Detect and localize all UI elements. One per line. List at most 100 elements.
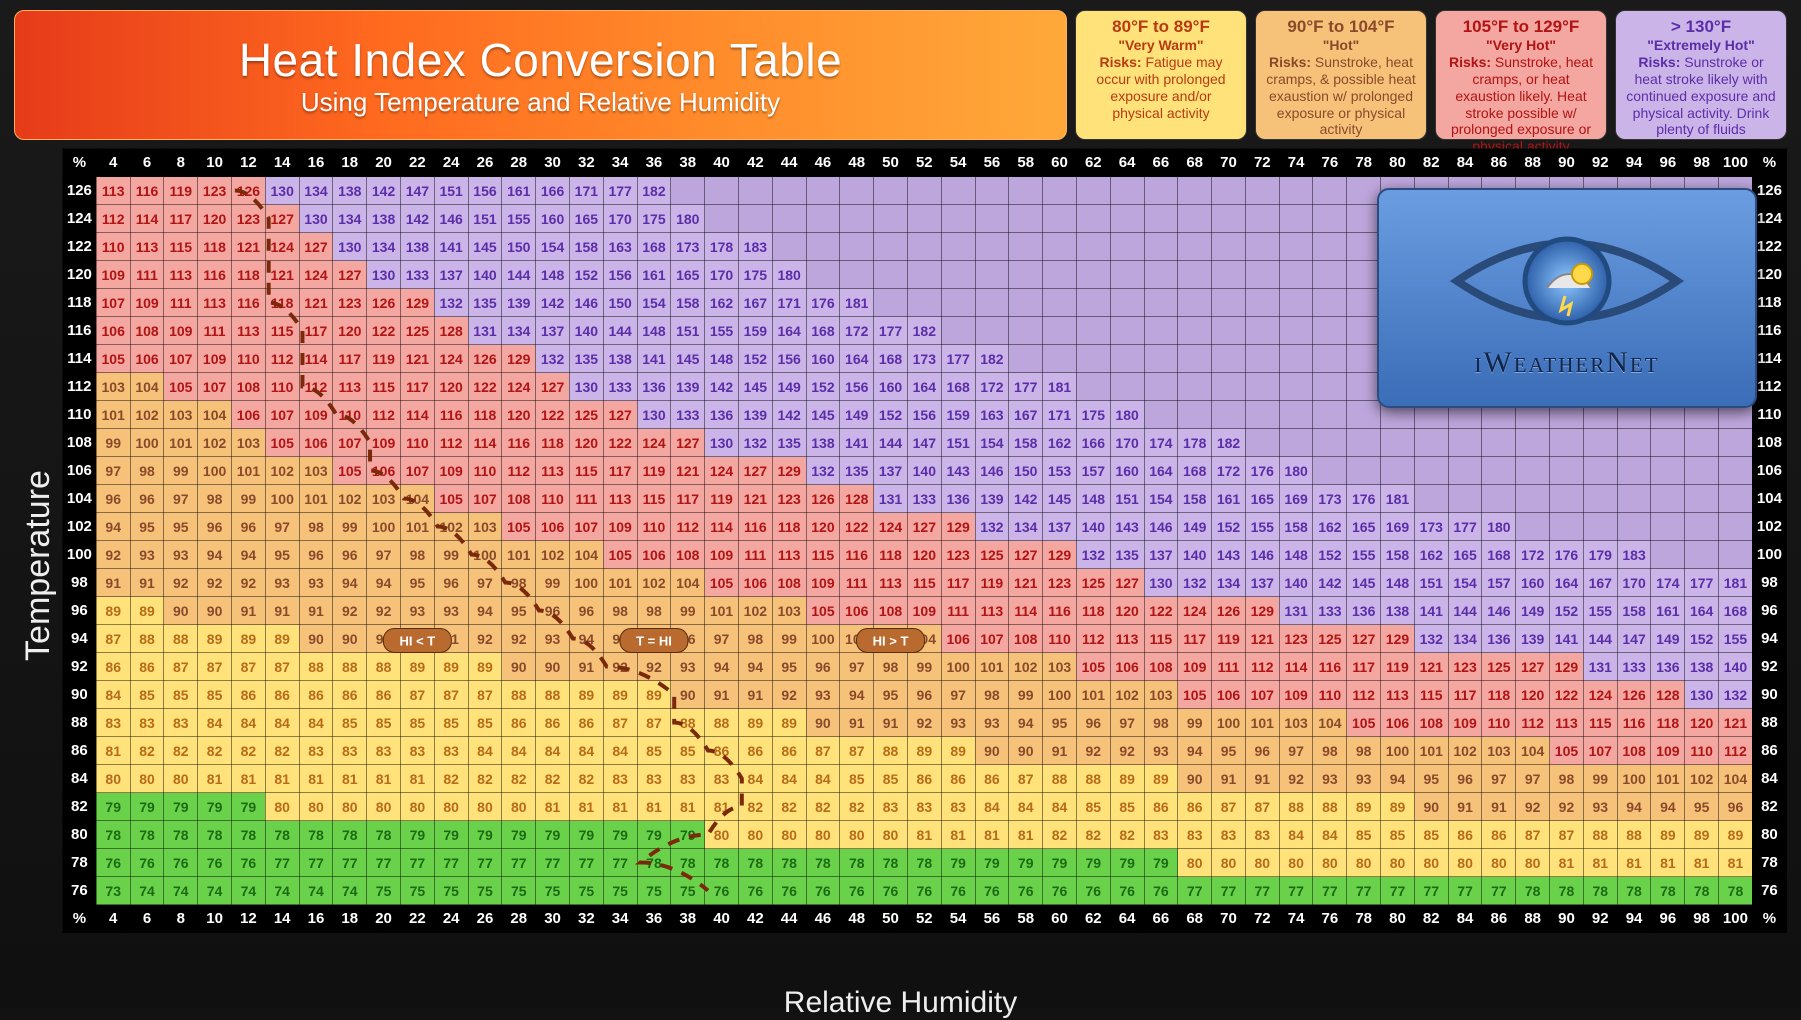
hi-cell: 89 [1110, 765, 1144, 793]
hi-cell: 100 [1617, 765, 1651, 793]
hi-cell [1583, 513, 1617, 541]
hi-cell: 129 [1550, 653, 1584, 681]
hi-cell: 121 [738, 485, 772, 513]
hi-cell [1245, 429, 1279, 457]
hi-cell: 90 [299, 625, 333, 653]
hi-cell [738, 177, 772, 205]
header-row: Heat Index Conversion Table Using Temper… [14, 10, 1787, 140]
hi-cell [1651, 345, 1685, 373]
axis-cell: 126 [63, 177, 97, 205]
hi-cell [941, 177, 975, 205]
axis-cell: 8 [164, 149, 198, 177]
hi-cell [1651, 261, 1685, 289]
hi-cell: 98 [637, 597, 671, 625]
hi-cell [1212, 345, 1246, 373]
hi-cell: 139 [975, 485, 1009, 513]
hi-cell [1719, 485, 1753, 513]
hi-cell: 98 [299, 513, 333, 541]
hi-cell: 76 [840, 877, 874, 905]
hi-cell: 152 [1685, 625, 1719, 653]
hi-cell: 115 [569, 457, 603, 485]
hi-cell [1381, 261, 1415, 289]
hi-cell: 114 [1009, 597, 1043, 625]
hi-cell [840, 205, 874, 233]
hi-cell [1685, 513, 1719, 541]
hi-cell: 80 [1414, 849, 1448, 877]
hi-cell [1414, 401, 1448, 429]
hi-cell: 160 [1110, 457, 1144, 485]
hi-cell: 99 [164, 457, 198, 485]
hi-cell: 176 [806, 289, 840, 317]
hi-cell [1381, 345, 1415, 373]
hi-cell: 81 [1617, 849, 1651, 877]
axis-cell: 98 [1685, 905, 1719, 933]
hi-cell: 89 [400, 653, 434, 681]
hi-cell [1076, 345, 1110, 373]
hi-cell: 107 [975, 625, 1009, 653]
hi-cell: 132 [536, 345, 570, 373]
hi-cell [1245, 317, 1279, 345]
hi-cell [1381, 401, 1415, 429]
hi-cell: 175 [1076, 401, 1110, 429]
hi-cell [1076, 233, 1110, 261]
hi-cell: 107 [198, 373, 232, 401]
hi-cell: 137 [1245, 569, 1279, 597]
hi-cell: 158 [1178, 485, 1212, 513]
hi-cell: 99 [1009, 681, 1043, 709]
axis-cell: 34 [603, 149, 637, 177]
hi-cell: 133 [907, 485, 941, 513]
hi-cell [1685, 289, 1719, 317]
hi-cell: 76 [975, 877, 1009, 905]
axis-cell: 12 [231, 905, 265, 933]
hi-cell: 128 [840, 485, 874, 513]
hi-cell: 75 [671, 877, 705, 905]
hi-cell: 89 [468, 653, 502, 681]
hi-cell: 154 [975, 429, 1009, 457]
hi-cell: 75 [400, 877, 434, 905]
hi-cell: 149 [772, 373, 806, 401]
hi-cell: 155 [1583, 597, 1617, 625]
hi-cell: 112 [434, 429, 468, 457]
hi-cell [1110, 345, 1144, 373]
hi-cell [1313, 289, 1347, 317]
hi-cell: 129 [772, 457, 806, 485]
hi-cell: 85 [434, 709, 468, 737]
hi-cell: 133 [603, 373, 637, 401]
axis-cell: 80 [1381, 905, 1415, 933]
axis-cell: 24 [434, 149, 468, 177]
axis-cell: 114 [1752, 345, 1786, 373]
hi-cell: 161 [1212, 485, 1246, 513]
axis-cell: 108 [63, 429, 97, 457]
hi-cell: 74 [164, 877, 198, 905]
hi-cell: 79 [231, 793, 265, 821]
hi-cell [1550, 373, 1584, 401]
hi-cell: 77 [1347, 877, 1381, 905]
axis-cell: 58 [1009, 149, 1043, 177]
hi-cell: 105 [1178, 681, 1212, 709]
hi-cell: 112 [1076, 625, 1110, 653]
hi-cell: 85 [400, 709, 434, 737]
hi-cell [1617, 317, 1651, 345]
hi-cell [1144, 233, 1178, 261]
hi-cell [874, 233, 908, 261]
hi-cell: 125 [569, 401, 603, 429]
axis-cell: 110 [63, 401, 97, 429]
hi-cell [1076, 205, 1110, 233]
hi-cell: 110 [637, 513, 671, 541]
hi-cell: 95 [265, 541, 299, 569]
hi-cell [1516, 485, 1550, 513]
hi-cell: 141 [434, 233, 468, 261]
hi-cell: 97 [265, 513, 299, 541]
hi-cell [1516, 177, 1550, 205]
title-card: Heat Index Conversion Table Using Temper… [14, 10, 1067, 140]
hi-cell [1583, 429, 1617, 457]
hi-cell: 140 [1279, 569, 1313, 597]
hi-cell: 182 [1212, 429, 1246, 457]
hi-cell: 156 [468, 177, 502, 205]
hi-cell: 88 [1583, 821, 1617, 849]
hi-cell: 82 [1076, 821, 1110, 849]
hi-cell: 145 [1043, 485, 1077, 513]
hi-cell: 78 [1550, 877, 1584, 905]
hi-cell: 81 [705, 793, 739, 821]
hi-cell: 121 [265, 261, 299, 289]
